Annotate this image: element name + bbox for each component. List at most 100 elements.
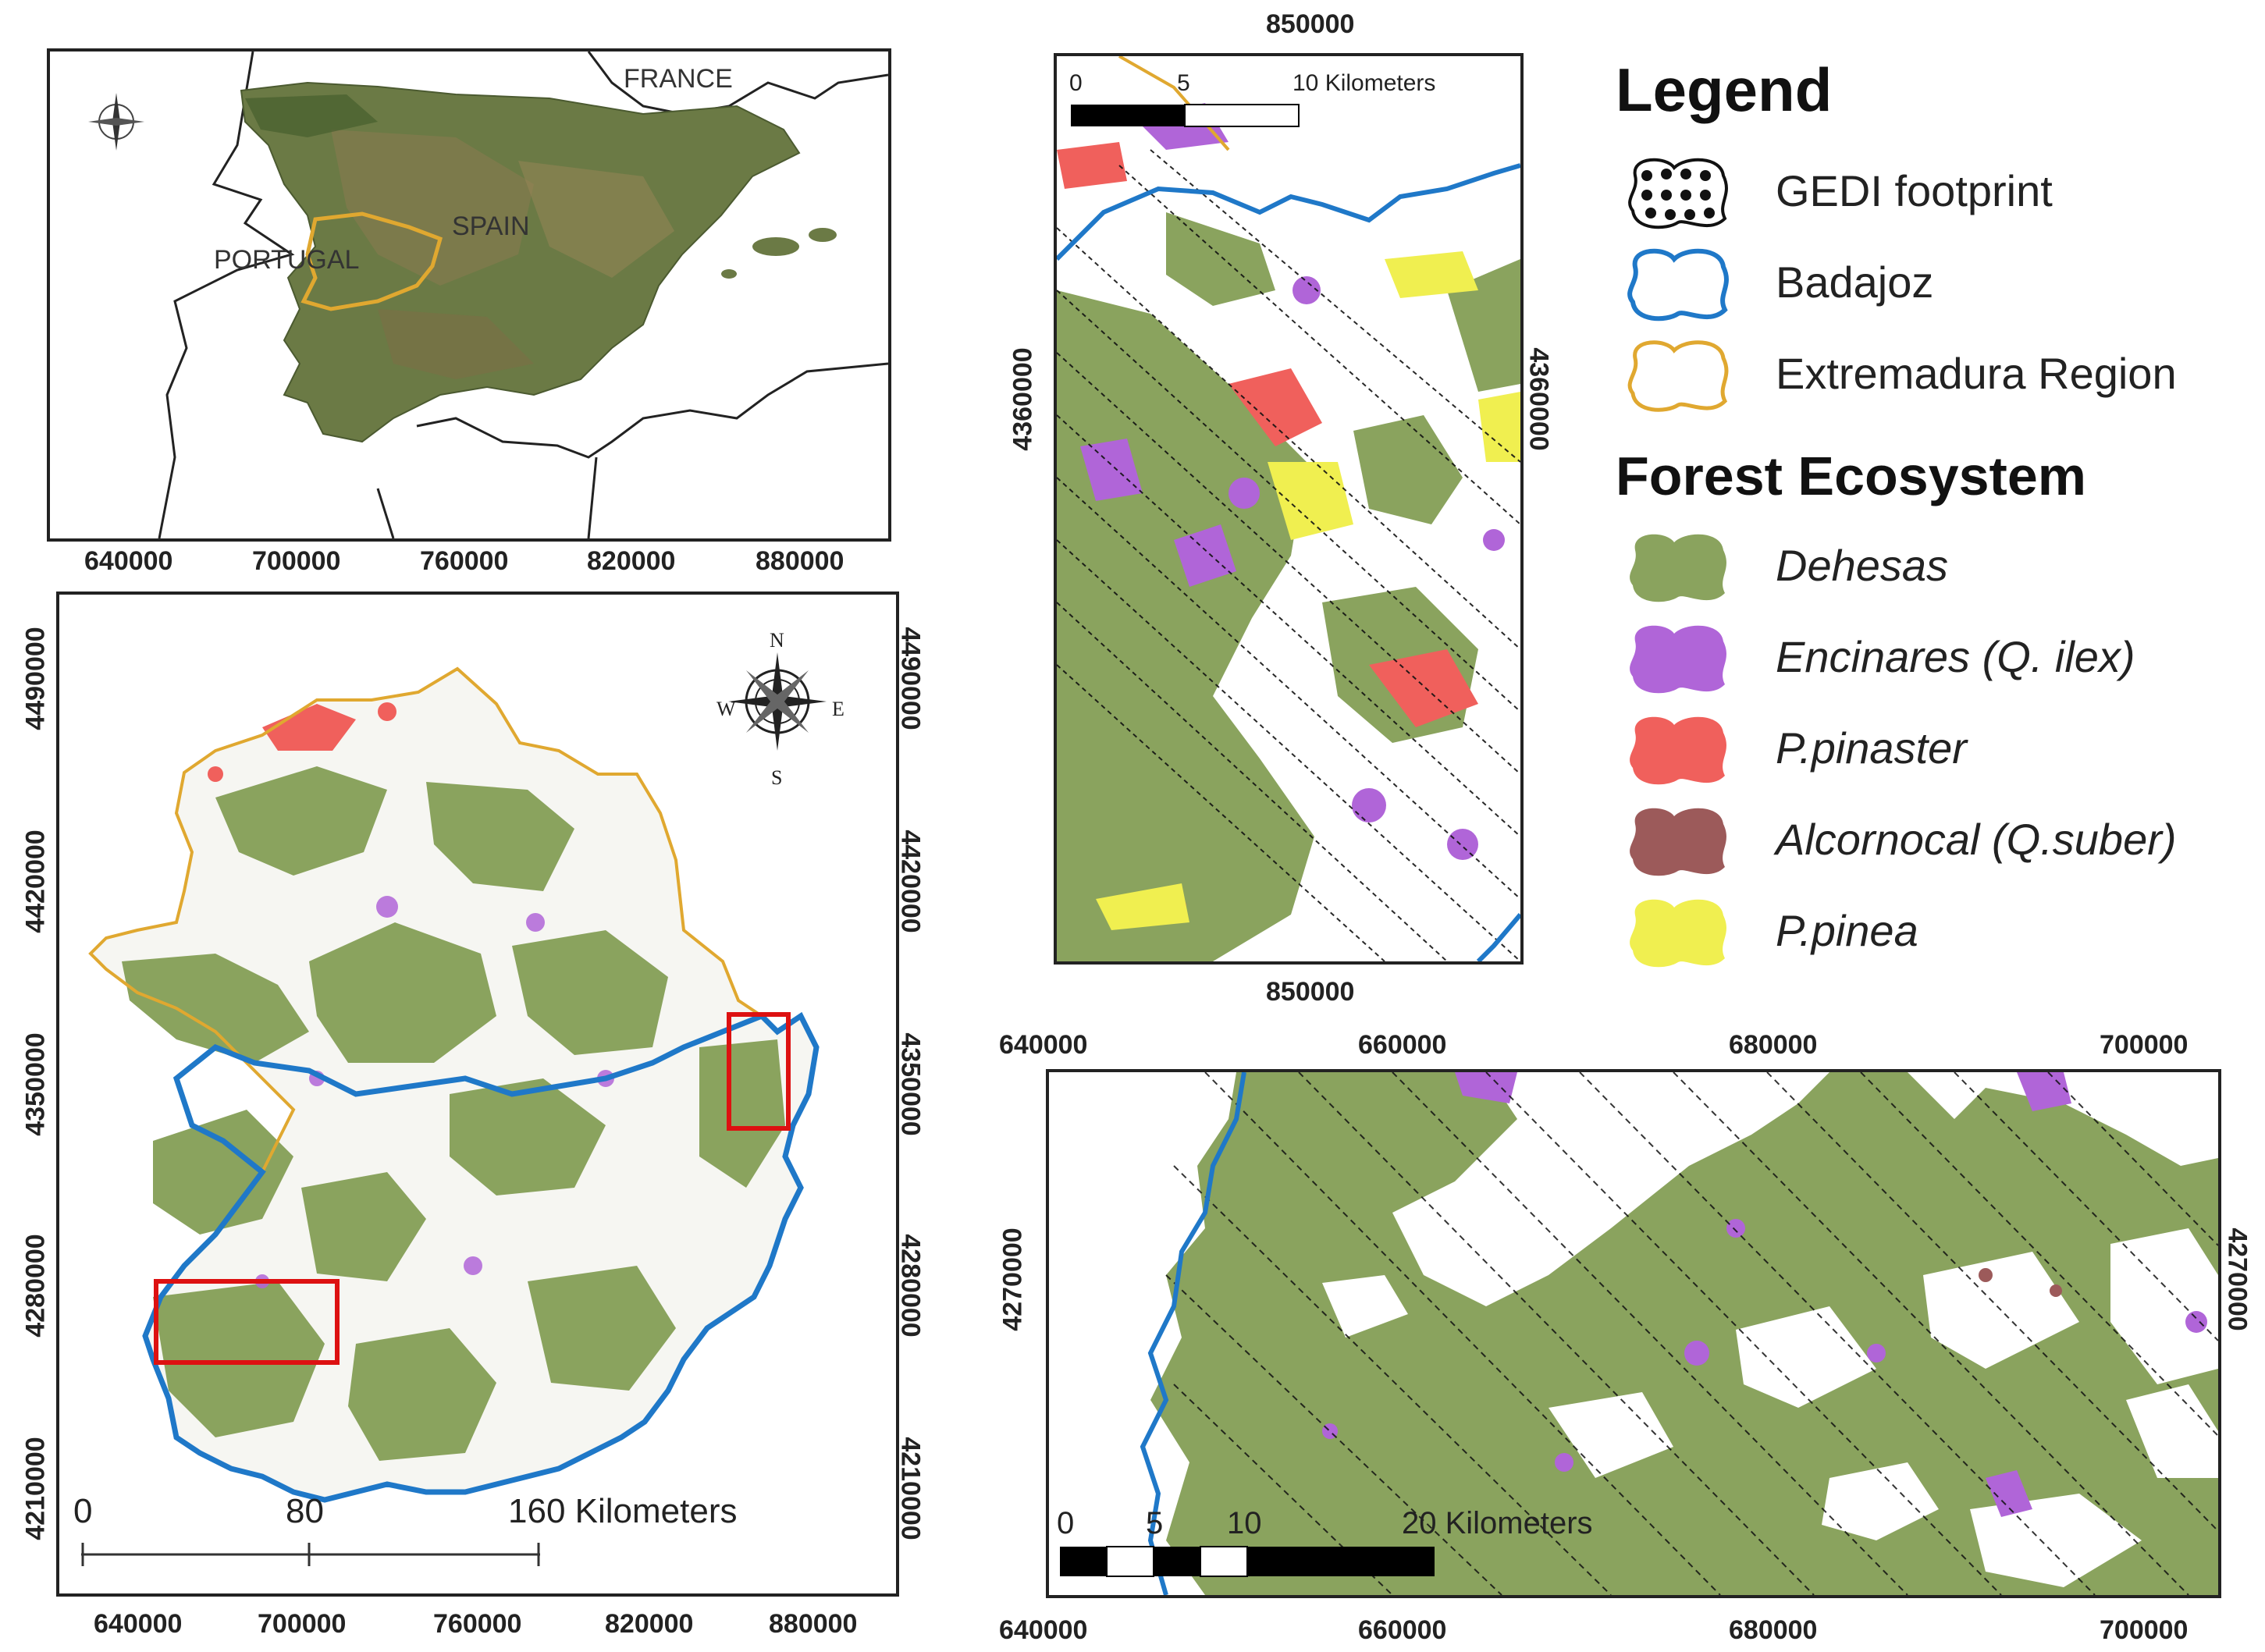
pinaster-patches (208, 702, 396, 782)
legend-label-gedi: GEDI footprint (1776, 166, 2053, 215)
inset-x-tick: 880000 (756, 546, 844, 576)
dehesa-patches (122, 766, 785, 1461)
zoom-bottom-badajoz-outline (1140, 1072, 1246, 1595)
zoom-top-x-tick-bottom: 850000 (1266, 977, 1355, 1007)
compass-n: N (770, 629, 784, 652)
zoom-bottom-scale-seg4 (1200, 1546, 1248, 1577)
zoom-bottom-y-tick-right: 4270000 (2222, 1227, 2253, 1331)
dehesas-swatch-icon (1630, 534, 1726, 602)
zoom-bottom-alcornocal (1979, 1268, 2062, 1297)
legend-label-pinaster: P.pinaster (1776, 723, 1967, 773)
main-x-tick: 640000 (94, 1609, 183, 1639)
legend-item-pinea: P.pinea (1616, 888, 2240, 974)
zoom-bottom-y-tick-left: 4270000 (997, 1227, 1028, 1331)
compass-e: E (832, 698, 844, 720)
zoom-top-scale-10: 10 Kilometers (1293, 70, 1436, 96)
zoom-top-pinaster (1057, 142, 1478, 919)
zoom-bottom-dehesa (1150, 1072, 2218, 1595)
zoom-bottom-x-tick-bottom: 680000 (1729, 1615, 1818, 1645)
main-x-tick: 760000 (433, 1609, 522, 1639)
compass-w: W (716, 698, 736, 720)
badajoz-outline-icon (1627, 248, 1729, 322)
zoom-bottom-x-tick-top: 680000 (1729, 1030, 1818, 1060)
inset-x-tick: 820000 (587, 546, 676, 576)
main-x-tick: 700000 (258, 1609, 347, 1639)
zoom-bottom-x-tick-bottom: 700000 (2100, 1615, 2189, 1645)
legend-item-badajoz: Badajoz (1616, 240, 2240, 325)
zoom-bottom-x-tick-bottom: 640000 (999, 1615, 1088, 1645)
legend-item-extremadura: Extremadura Region (1616, 331, 2240, 417)
zoom-top-scale-bar-white (1184, 104, 1300, 127)
zoom-top-scale-0: 0 (1069, 70, 1083, 96)
main-scale-160: 160 Kilometers (508, 1492, 738, 1530)
legend-section-forest: Forest Ecosystem (1616, 446, 2087, 506)
legend-label-alcornocal: Alcornocal (Q.suber) (1776, 815, 2177, 864)
legend-label-encinares: Encinares (Q. ilex) (1776, 632, 2135, 681)
inset-compass-icon (88, 93, 144, 151)
main-y-tick-right: 4490000 (895, 627, 926, 730)
legend-label-badajoz: Badajoz (1776, 258, 1934, 307)
zoom-bottom-scale-10: 10 (1227, 1506, 1262, 1540)
inset-map-frame: FRANCE SPAIN PORTUGAL (47, 48, 891, 542)
pinea-swatch-icon (1630, 899, 1726, 968)
zoom-bottom-frame: 0 5 10 20 Kilometers (1046, 1069, 2221, 1598)
alcornocal-swatch-icon (1630, 808, 1726, 876)
zoom-top-scale-5: 5 (1177, 70, 1190, 96)
zoom-top-canvas (1057, 56, 1520, 961)
legend-label-dehesas: Dehesas (1776, 541, 1949, 590)
main-x-tick: 880000 (769, 1609, 858, 1639)
pinaster-swatch-icon (1630, 716, 1726, 785)
zoom-bottom-canvas (1049, 1072, 2218, 1595)
badajoz-outline (142, 1011, 820, 1503)
zoom-bottom-scale-20: 20 Kilometers (1402, 1506, 1593, 1540)
zoom-bottom-x-tick-top: 640000 (999, 1030, 1088, 1060)
inset-x-tick: 700000 (252, 546, 341, 576)
study-area-box-north (727, 1012, 791, 1131)
zoom-bottom-x-tick-top: 660000 (1358, 1030, 1447, 1060)
legend-item-pinaster: P.pinaster (1616, 705, 2240, 791)
gedi-footprint-icon (1628, 158, 1728, 229)
label-france: FRANCE (624, 64, 733, 94)
zoom-bottom-scale-seg2 (1106, 1546, 1154, 1577)
legend-item-alcornocal: Alcornocal (Q.suber) (1616, 797, 2240, 883)
encinares-swatch-icon (1630, 625, 1726, 694)
legend-item-dehesas: Dehesas (1616, 523, 2240, 609)
zoom-bottom-scale-5: 5 (1146, 1506, 1164, 1540)
main-x-tick: 820000 (605, 1609, 694, 1639)
zoom-top-badajoz-outline (1057, 163, 1520, 261)
zoom-top-x-tick-top: 850000 (1266, 9, 1355, 39)
zoom-top-frame: 0 5 10 Kilometers (1054, 53, 1524, 965)
label-spain: SPAIN (452, 211, 530, 241)
legend-label-pinea: P.pinea (1776, 906, 1918, 955)
legend-item-encinares: Encinares (Q. ilex) (1616, 614, 2240, 700)
inset-x-tick: 640000 (84, 546, 173, 576)
main-y-tick-right: 4210000 (895, 1437, 926, 1540)
main-map-frame: N S W E 0 80 160 Kilometers (56, 592, 899, 1597)
zoom-top-scale-bar-black (1071, 105, 1185, 126)
inset-x-tick: 760000 (420, 546, 509, 576)
main-map-canvas (81, 666, 820, 1566)
zoom-bottom-scale-0: 0 (1057, 1506, 1075, 1540)
zoom-top-pinea (1096, 251, 1520, 930)
extremadura-outline-icon (1627, 340, 1729, 412)
legend-title: Legend (1616, 55, 1833, 124)
main-y-tick-left: 4210000 (20, 1437, 51, 1540)
zoom-top-y-tick-left: 4360000 (1008, 347, 1038, 451)
main-y-tick-left: 4420000 (20, 830, 51, 933)
zoom-bottom-x-tick-bottom: 660000 (1358, 1615, 1447, 1645)
main-y-tick-left: 4490000 (20, 627, 51, 730)
main-compass-icon (728, 652, 827, 751)
main-scale-80: 80 (286, 1492, 324, 1530)
legend: Legend GEDI footprint Badajoz Extr (1616, 55, 2240, 991)
study-area-box-south (154, 1279, 340, 1365)
zoom-bottom-scale-seg5 (1247, 1547, 1435, 1576)
main-y-tick-right: 4420000 (895, 830, 926, 933)
zoom-bottom-scale-seg3 (1154, 1547, 1200, 1576)
inset-map-canvas (158, 52, 888, 538)
zoom-bottom-x-tick-top: 700000 (2100, 1030, 2189, 1060)
zoom-top-y-tick-right: 4360000 (1524, 347, 1554, 451)
zoom-top-gedi-tracks (1057, 149, 1520, 961)
label-portugal: PORTUGAL (214, 245, 360, 275)
legend-label-extremadura: Extremadura Region (1776, 349, 2177, 398)
